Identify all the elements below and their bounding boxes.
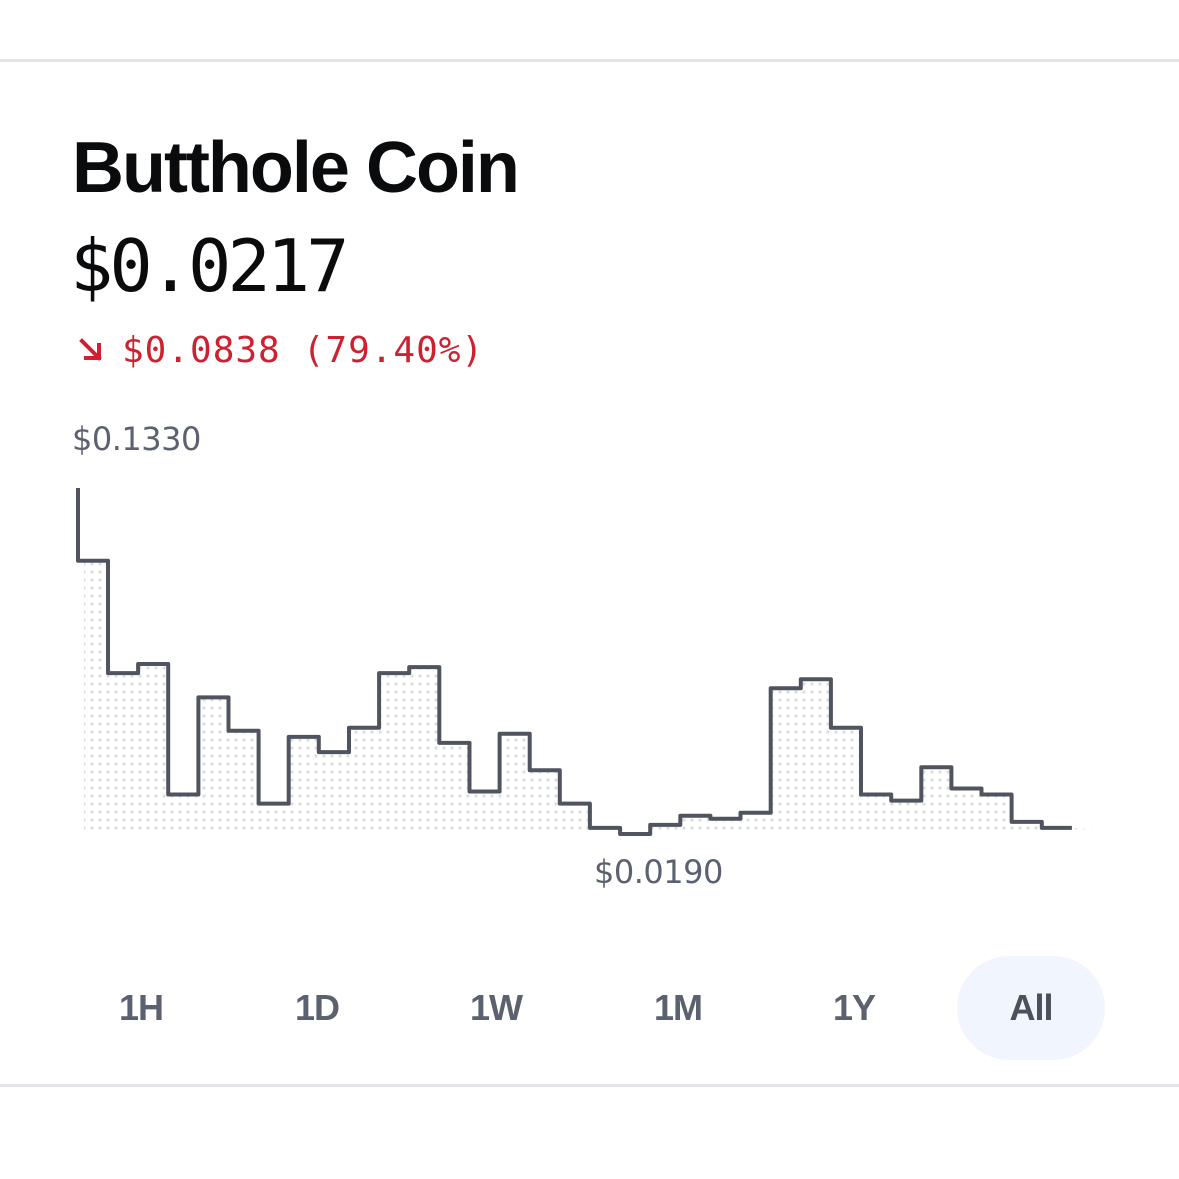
chart-high-label: $0.1330	[72, 420, 201, 458]
top-divider	[0, 59, 1179, 62]
change-amount: $0.0838	[122, 329, 281, 371]
change-percent: (79.40%)	[302, 329, 485, 371]
range-all-button[interactable]: All	[957, 956, 1105, 1060]
range-1w-button[interactable]: 1W	[470, 987, 523, 1028]
chart-area-fill	[78, 560, 1102, 834]
range-1d-button[interactable]: 1D	[294, 987, 340, 1028]
range-1h-button[interactable]: 1H	[118, 987, 164, 1028]
chart-price-line	[76, 488, 1072, 836]
coin-name: Butthole Coin	[72, 128, 520, 208]
price-change: $0.0838 (79.40%)	[78, 322, 484, 378]
chart-low-label: $0.0190	[594, 853, 723, 891]
bottom-divider	[0, 1084, 1179, 1087]
arrow-down-right-icon	[78, 337, 104, 363]
range-1m-button[interactable]: 1M	[653, 987, 703, 1028]
current-price: $0.0217	[70, 224, 349, 308]
time-range-selector: 1H 1D 1W 1M 1Y All	[58, 956, 1108, 1062]
range-1y-button[interactable]: 1Y	[832, 987, 876, 1028]
